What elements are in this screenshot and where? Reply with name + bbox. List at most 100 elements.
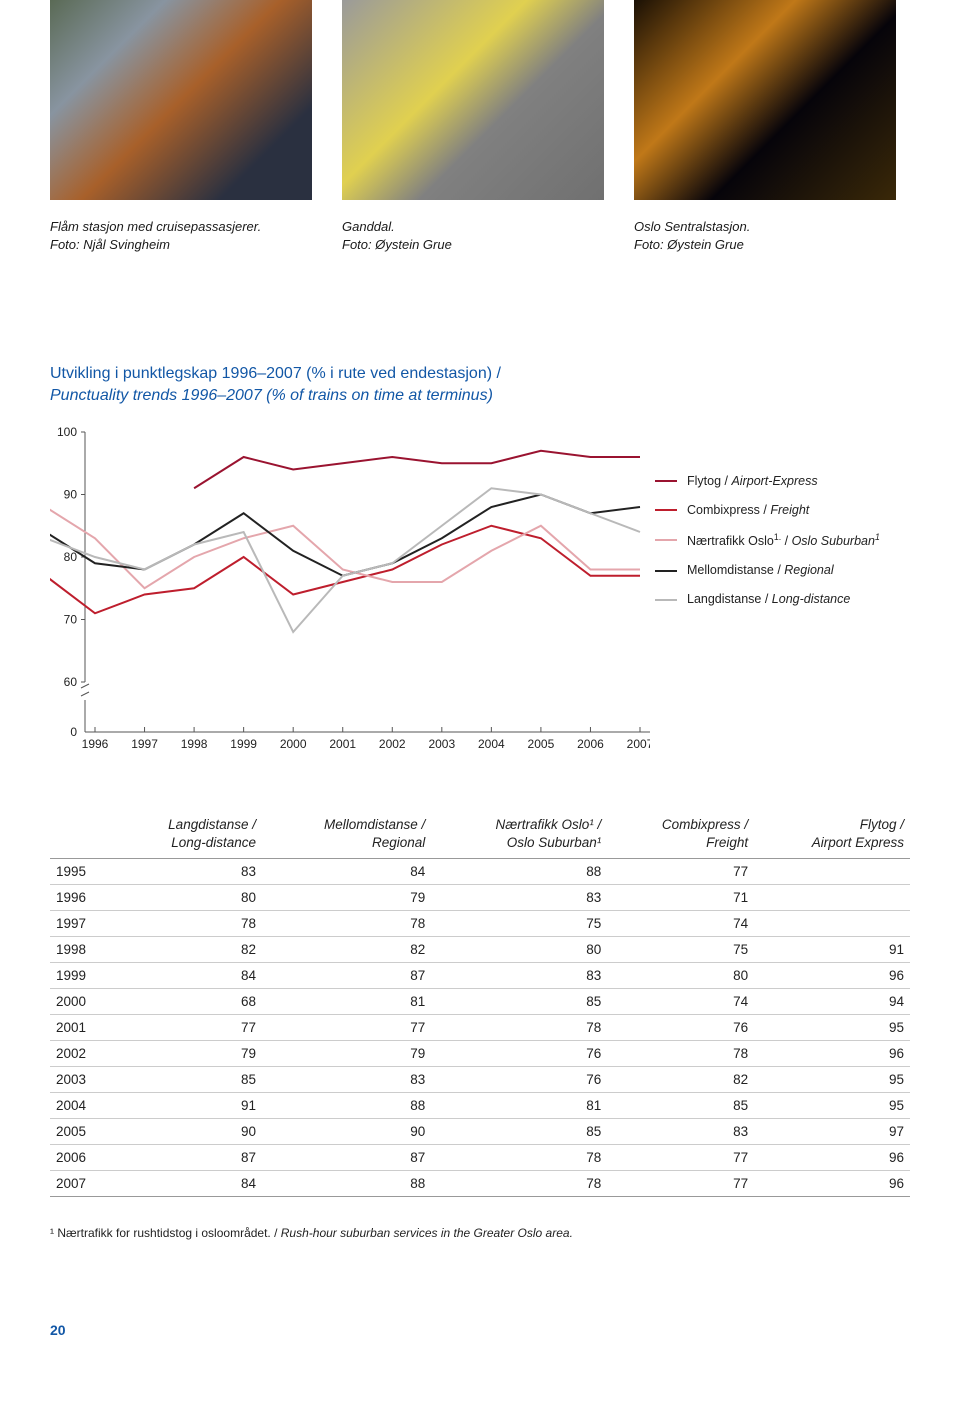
table-cell: 88 <box>431 859 607 885</box>
svg-text:2001: 2001 <box>329 737 356 751</box>
legend-label: Flytog / Airport-Express <box>687 474 818 489</box>
svg-text:0: 0 <box>70 725 77 739</box>
table-cell: 1997 <box>50 911 113 937</box>
legend-swatch <box>655 599 677 601</box>
legend-label: Langdistanse / Long-distance <box>687 592 850 607</box>
table-cell: 74 <box>607 911 754 937</box>
footnote: ¹ Nærtrafikk for rushtidstog i osloområd… <box>50 1225 910 1242</box>
table-cell: 75 <box>431 911 607 937</box>
svg-text:80: 80 <box>64 550 78 564</box>
chart-legend: Flytog / Airport-Express Combixpress / Fr… <box>655 474 880 621</box>
svg-text:100: 100 <box>57 425 77 439</box>
table-header <box>50 812 113 859</box>
svg-text:1997: 1997 <box>131 737 158 751</box>
table-cell: 77 <box>607 859 754 885</box>
caption-3: Oslo Sentralstasjon. Foto: Øystein Grue <box>634 218 896 253</box>
footnote-no: Nærtrafikk for rushtidstog i osloområdet… <box>57 1226 277 1240</box>
table-cell: 87 <box>262 1145 431 1171</box>
svg-text:2004: 2004 <box>478 737 505 751</box>
table-cell: 77 <box>607 1145 754 1171</box>
table-cell: 71 <box>607 885 754 911</box>
table-cell: 83 <box>262 1067 431 1093</box>
table-cell: 82 <box>113 937 262 963</box>
table-cell: 88 <box>262 1171 431 1197</box>
table-row: 199583848877 <box>50 859 910 885</box>
table-cell: 96 <box>754 1145 910 1171</box>
table-cell: 1996 <box>50 885 113 911</box>
table-row: 199778787574 <box>50 911 910 937</box>
table-cell: 78 <box>262 911 431 937</box>
table-cell: 91 <box>754 937 910 963</box>
legend-item: Combixpress / Freight <box>655 503 880 518</box>
table-cell: 91 <box>113 1093 262 1119</box>
caption-row: Flåm stasjon med cruisepassasjerer. Foto… <box>50 218 910 253</box>
caption-credit: Foto: Øystein Grue <box>342 237 452 252</box>
table-cell <box>754 885 910 911</box>
table-header: Nærtrafikk Oslo¹ /Oslo Suburban¹ <box>431 812 607 859</box>
chart-title-sub: Punctuality trends 1996–2007 (% of train… <box>50 387 493 404</box>
photo-3 <box>634 0 896 200</box>
table-cell: 97 <box>754 1119 910 1145</box>
table-cell: 85 <box>431 1119 607 1145</box>
table-cell: 78 <box>607 1041 754 1067</box>
table-cell: 87 <box>262 963 431 989</box>
table-cell: 82 <box>262 937 431 963</box>
punctuality-table: Langdistanse /Long-distanceMellomdistans… <box>50 812 910 1197</box>
caption-text: Oslo Sentralstasjon. <box>634 219 750 234</box>
punctuality-chart: 6070809010001996199719981999200020012002… <box>50 422 910 752</box>
table-cell: 77 <box>607 1171 754 1197</box>
table-cell: 2002 <box>50 1041 113 1067</box>
caption-1: Flåm stasjon med cruisepassasjerer. Foto… <box>50 218 312 253</box>
caption-credit: Foto: Njål Svingheim <box>50 237 170 252</box>
table-cell: 87 <box>113 1145 262 1171</box>
table-row: 19998487838096 <box>50 963 910 989</box>
table-cell: 85 <box>607 1093 754 1119</box>
table-cell: 83 <box>431 885 607 911</box>
table-header: Flytog /Airport Express <box>754 812 910 859</box>
table-cell: 88 <box>262 1093 431 1119</box>
table-cell: 68 <box>113 989 262 1015</box>
svg-text:2000: 2000 <box>280 737 307 751</box>
table-cell: 78 <box>113 911 262 937</box>
table-cell <box>754 859 910 885</box>
table-cell: 78 <box>431 1145 607 1171</box>
table-cell: 79 <box>262 885 431 911</box>
legend-swatch <box>655 570 677 572</box>
table-cell: 83 <box>113 859 262 885</box>
table-cell: 78 <box>431 1171 607 1197</box>
svg-text:70: 70 <box>64 612 78 626</box>
table-cell: 83 <box>431 963 607 989</box>
svg-text:2007: 2007 <box>627 737 650 751</box>
table-cell: 90 <box>262 1119 431 1145</box>
table-cell: 84 <box>113 963 262 989</box>
svg-text:60: 60 <box>64 675 78 689</box>
table-row: 20059090858397 <box>50 1119 910 1145</box>
legend-item: Mellomdistanse / Regional <box>655 563 880 578</box>
table-cell: 95 <box>754 1015 910 1041</box>
table-cell: 81 <box>431 1093 607 1119</box>
table-cell: 80 <box>431 937 607 963</box>
table-row: 20027979767896 <box>50 1041 910 1067</box>
svg-text:2005: 2005 <box>528 737 555 751</box>
svg-text:1998: 1998 <box>181 737 208 751</box>
table-row: 20006881857494 <box>50 989 910 1015</box>
table-cell: 82 <box>607 1067 754 1093</box>
table-cell: 94 <box>754 989 910 1015</box>
table-row: 20068787787796 <box>50 1145 910 1171</box>
legend-item: Flytog / Airport-Express <box>655 474 880 489</box>
table-cell: 79 <box>262 1041 431 1067</box>
chart-svg: 6070809010001996199719981999200020012002… <box>50 422 650 752</box>
legend-swatch <box>655 509 677 511</box>
legend-label: Combixpress / Freight <box>687 503 809 518</box>
svg-text:90: 90 <box>64 487 78 501</box>
table-cell: 81 <box>262 989 431 1015</box>
table-row: 20078488787796 <box>50 1171 910 1197</box>
svg-text:1999: 1999 <box>230 737 257 751</box>
table-cell: 80 <box>113 885 262 911</box>
table-cell: 78 <box>431 1015 607 1041</box>
table-row: 20017777787695 <box>50 1015 910 1041</box>
caption-2: Ganddal. Foto: Øystein Grue <box>342 218 604 253</box>
table-cell: 77 <box>113 1015 262 1041</box>
chart-title-main: Utvikling i punktlegskap 1996–2007 (% i … <box>50 365 501 382</box>
table-cell: 85 <box>113 1067 262 1093</box>
